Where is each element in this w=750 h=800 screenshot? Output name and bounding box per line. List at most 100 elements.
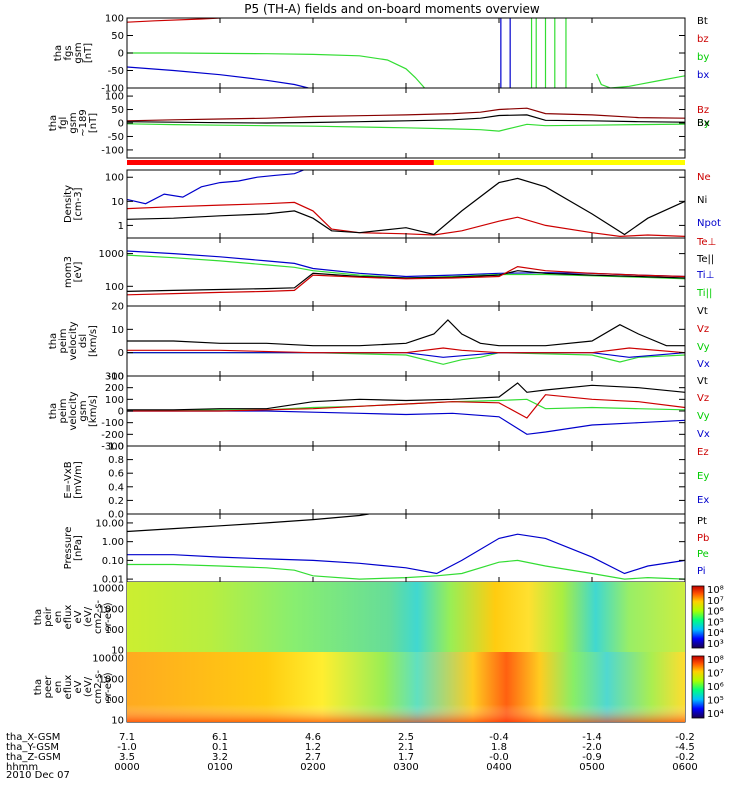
series-bz [127,18,221,23]
ylabel-line: tha [48,403,59,419]
ephemeris-value: -1.4 [582,732,602,743]
series-Vz [127,347,685,354]
ylabel-line: eV [73,680,84,693]
ytick-label: 1.0 [108,442,124,453]
panel-frame [126,305,686,377]
ephemeris-row-label: tha_X-GSM [6,732,60,743]
peir-spectrogram [127,582,685,652]
panel-fgs: 100 50 0 -50 -100 tha fgs gsm [nT] Bt bz by bx [53,14,709,95]
series-Ni [127,177,685,236]
series-Ti⊥ [127,250,685,278]
legend-Te⊥: Te⊥ [696,237,716,248]
series-By [127,123,685,132]
ephemeris-value: -0.0 [489,752,509,763]
legend-bx: bx [697,70,709,81]
ytick-label: 0 [118,49,124,60]
ephemeris-value: 6.1 [212,732,228,743]
ytick-label: -50 [108,66,124,77]
series-bx [127,66,309,88]
peer-spectrogram-low-energy-band [127,652,685,722]
ytick-label: 10000 [92,584,124,595]
series-Te|| [127,270,685,292]
ytick-label: 1.00 [102,537,124,548]
legend-Pt: Pt [697,516,707,527]
ylabel-line: gsm [78,400,89,421]
ylabel-line: fgs [63,45,74,60]
panel-density: 100 10 1 Density [cm-3] Ne Ni Npot [63,169,721,239]
ytick-label: 100 [105,282,124,293]
ytick-label: 50 [111,31,124,42]
figure-title: P5 (TH-A) fields and on-board moments ov… [244,2,540,16]
colorbars [691,585,705,719]
ylabel-line: Density [63,185,74,223]
panel-efield: 1.0 0.8 0.6 0.4 0.2 0.0 E=-VxB [mV/m] Ez Ey Ex [63,442,709,521]
ylabel-line: gsm [73,42,84,63]
colorbar-tick: 10⁷ [707,669,724,680]
ytick-label: -100 [101,418,124,429]
ylabel-line: fgl [58,117,69,130]
ephemeris-table: tha_X-GSM 7.1 6.1 4.6 2.5 -0.4 -1.4 -0.2 tha_Y-G… [6,732,698,773]
ylabel-line: eV [73,610,84,623]
ytick-label: -100 [101,145,124,156]
ephemeris-row-label: tha_Z-GSM [6,752,61,763]
ytick-label: 0.6 [108,469,124,480]
status-bar-red [127,160,434,165]
legend-Vy: Vy [697,342,710,353]
series-Bz [127,107,685,122]
ephemeris-value: 0200 [300,762,325,773]
ytick-label: -200 [101,430,124,441]
ephemeris-value: -1.0 [117,742,137,753]
legend-Ey: Ey [697,471,709,482]
legend-Ni: Ni [697,195,707,206]
ytick-label: 100 [105,625,124,636]
legend-Ti⊥: Ti⊥ [696,270,714,281]
panel-vel-dsl: 20 10 0 -10 tha peim velocity dsl [km/s] Vt Vz Vy Vx [48,302,710,383]
legend-Pi: Pi [697,566,706,577]
colorbar-tick: 10⁸ [707,655,724,666]
ephemeris-value: 1.8 [491,742,507,753]
ylabel-line: [mV/m] [73,461,84,499]
ytick-label: 1000 [99,249,124,260]
ytick-label: 300 [105,372,124,383]
colorbar-tick: 10⁶ [707,607,724,618]
ylabel-line: sr-eV) [103,602,114,631]
legend-Te||: Te|| [696,254,714,265]
series-by [596,73,685,88]
ylabel-line: [km/s] [88,395,99,427]
ylabel-line: [km/s] [88,325,99,357]
ytick-label: 200 [105,383,124,394]
ylabel-line: peer [43,675,54,699]
peer-colorbar [691,655,705,719]
ephemeris-row-label: tha_Y-GSM [6,742,59,753]
ephemeris-value: 7.1 [119,732,135,743]
ylabel-line: peir [43,606,54,626]
legend-Npot: Npot [697,218,721,229]
legend-Vt: Vt [697,376,708,387]
ytick-label: 0 [118,407,124,418]
colorbar-tick: 10⁷ [707,596,724,607]
ylabel-line: (eV/ [83,676,94,697]
legend-Pe: Pe [697,549,709,560]
ylabel-line: cm2-s- [93,670,104,704]
legend-Ti||: Ti|| [696,288,712,299]
panel-frame [126,445,686,515]
ylabel-line: [nT] [88,113,99,133]
ephemeris-value: -0.4 [489,732,509,743]
ytick-label: -50 [108,132,124,143]
ephemeris-value: 0300 [393,762,418,773]
ytick-label: -300 [101,442,124,453]
ylabel-line: velocity [68,321,79,360]
legend-Ez: Ez [697,447,709,458]
series-Ne [127,201,685,238]
ylabel-line: [cm-3] [73,187,84,220]
series-Pe [127,559,685,580]
ephemeris-value: 0100 [207,762,232,773]
status-bar [127,160,685,165]
ylabel-line: eflux [63,675,74,700]
panel-pressure: 10.00 1.00 0.10 0.01 Pressure [nPa] Pt Pb Pe Pi [63,513,709,586]
ylabel-line: velocity [68,391,79,430]
ytick-label: 10 [111,716,124,727]
series-Vx [127,352,685,358]
ylabel-line: [nT] [83,43,94,63]
